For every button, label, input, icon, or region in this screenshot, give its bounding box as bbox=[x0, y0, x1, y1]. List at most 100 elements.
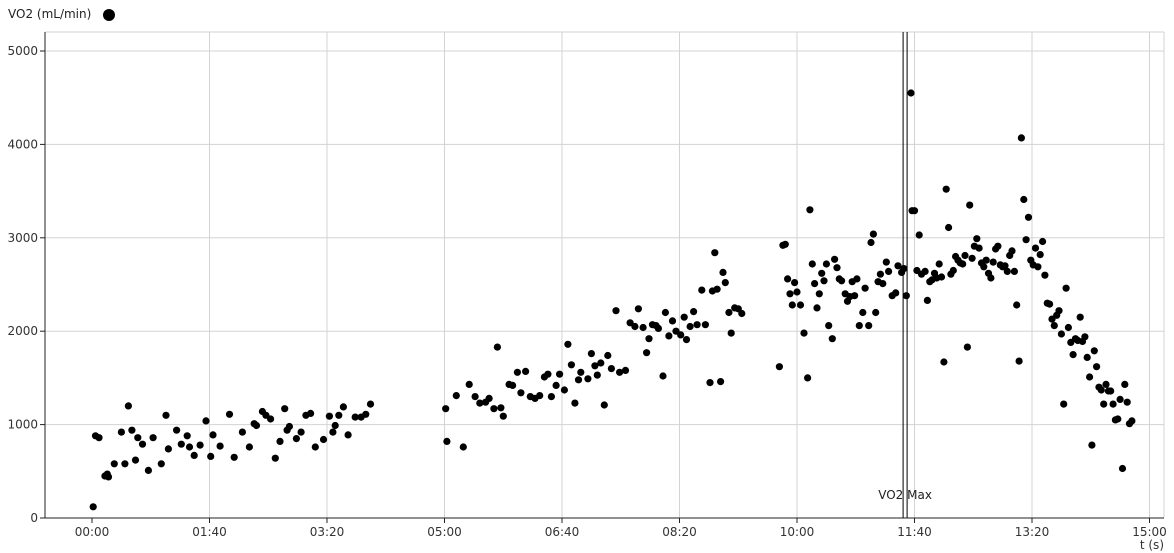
data-point bbox=[665, 332, 673, 340]
data-point bbox=[366, 400, 375, 408]
data-point bbox=[800, 329, 808, 337]
data-point bbox=[138, 440, 147, 448]
data-point bbox=[902, 292, 910, 300]
data-point bbox=[659, 372, 667, 380]
data-point bbox=[471, 393, 479, 401]
data-point bbox=[1008, 247, 1016, 255]
vo2max-label: VO2 Max bbox=[878, 488, 932, 502]
data-point bbox=[173, 426, 181, 434]
data-point bbox=[536, 392, 544, 400]
data-point bbox=[872, 308, 880, 317]
data-point bbox=[1123, 398, 1131, 406]
data-point bbox=[443, 437, 451, 445]
data-point bbox=[945, 223, 953, 232]
data-point bbox=[508, 381, 517, 389]
data-point bbox=[1121, 380, 1129, 388]
data-point bbox=[815, 290, 823, 298]
data-point bbox=[297, 428, 305, 436]
data-point bbox=[966, 201, 974, 209]
data-point bbox=[157, 460, 165, 468]
data-point bbox=[645, 335, 653, 343]
data-point bbox=[833, 264, 841, 272]
data-point bbox=[940, 358, 948, 366]
data-point bbox=[1090, 347, 1098, 355]
data-point bbox=[1017, 134, 1025, 142]
data-point bbox=[869, 230, 878, 238]
x-axis-label: t (s) bbox=[1140, 538, 1164, 552]
gridlines bbox=[45, 31, 1165, 518]
data-point bbox=[825, 322, 833, 330]
data-point bbox=[942, 185, 950, 193]
data-point bbox=[591, 362, 599, 370]
x-tick-label: 01:40 bbox=[192, 525, 227, 539]
data-point bbox=[910, 207, 919, 215]
data-point bbox=[216, 442, 224, 450]
data-point bbox=[786, 290, 794, 298]
data-point bbox=[793, 288, 801, 296]
data-point bbox=[335, 411, 343, 419]
data-point bbox=[661, 308, 670, 317]
legend: VO2 (mL/min) bbox=[8, 7, 115, 21]
y-tick-label: 5000 bbox=[7, 44, 38, 58]
data-point bbox=[677, 331, 685, 339]
data-point bbox=[252, 421, 261, 430]
data-point bbox=[855, 322, 863, 330]
data-point bbox=[1034, 263, 1042, 271]
data-point bbox=[124, 402, 132, 410]
data-point bbox=[1128, 417, 1136, 425]
data-point bbox=[442, 405, 450, 413]
data-point bbox=[949, 266, 957, 275]
data-point bbox=[818, 269, 826, 277]
data-point bbox=[822, 260, 831, 268]
data-point bbox=[861, 284, 869, 292]
data-point bbox=[1093, 363, 1101, 371]
data-point bbox=[1013, 301, 1021, 309]
data-point bbox=[935, 260, 943, 268]
data-point bbox=[654, 324, 663, 332]
data-point bbox=[853, 275, 861, 283]
data-point bbox=[89, 503, 97, 511]
data-point bbox=[522, 367, 530, 375]
y-tick-label: 3000 bbox=[7, 231, 38, 245]
data-point bbox=[1088, 441, 1096, 449]
y-tick-label: 0 bbox=[30, 511, 38, 525]
data-point bbox=[245, 443, 253, 451]
data-point bbox=[882, 258, 890, 266]
data-point bbox=[706, 379, 714, 387]
data-point bbox=[209, 431, 217, 439]
data-point bbox=[1001, 262, 1009, 270]
data-point bbox=[937, 273, 946, 281]
data-point bbox=[544, 370, 552, 378]
data-point bbox=[1022, 236, 1030, 244]
data-point bbox=[892, 289, 900, 297]
data-point bbox=[134, 434, 142, 442]
data-point bbox=[719, 268, 727, 276]
data-point bbox=[164, 445, 172, 453]
data-point bbox=[690, 308, 698, 316]
data-point bbox=[1003, 267, 1011, 275]
data-point bbox=[552, 381, 560, 389]
data-point bbox=[104, 473, 113, 481]
data-point bbox=[1031, 244, 1040, 252]
data-point bbox=[1076, 313, 1084, 321]
data-point bbox=[567, 361, 576, 369]
data-point bbox=[1102, 380, 1110, 388]
x-tick-label: 06:40 bbox=[545, 525, 580, 539]
data-point bbox=[1118, 464, 1127, 473]
data-point bbox=[923, 296, 932, 304]
data-point bbox=[612, 307, 620, 315]
data-point bbox=[267, 415, 275, 423]
data-point bbox=[128, 426, 136, 434]
data-point bbox=[621, 366, 630, 374]
data-point bbox=[271, 454, 279, 462]
data-point bbox=[680, 313, 688, 321]
x-tick-label: 10:00 bbox=[780, 525, 815, 539]
data-point bbox=[144, 466, 152, 474]
data-point bbox=[865, 322, 873, 330]
data-point bbox=[1100, 400, 1108, 408]
y-tick-label: 2000 bbox=[7, 324, 38, 338]
data-point bbox=[838, 277, 846, 285]
data-point bbox=[693, 321, 701, 329]
data-point bbox=[207, 452, 215, 460]
data-point bbox=[1107, 387, 1115, 395]
